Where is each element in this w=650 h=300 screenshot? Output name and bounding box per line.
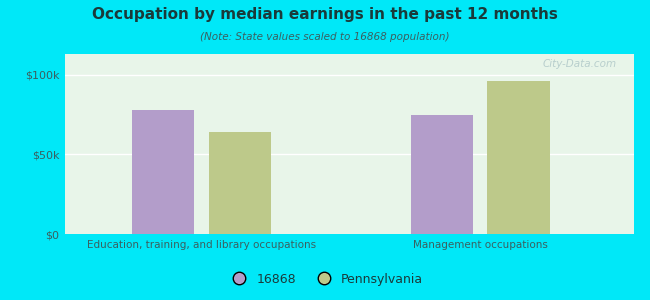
Bar xyxy=(209,132,271,234)
Bar xyxy=(411,115,473,234)
Text: City-Data.com: City-Data.com xyxy=(543,59,617,69)
Legend: 16868, Pennsylvania: 16868, Pennsylvania xyxy=(222,268,428,291)
Text: Occupation by median earnings in the past 12 months: Occupation by median earnings in the pas… xyxy=(92,8,558,22)
Bar xyxy=(488,81,550,234)
Bar xyxy=(132,110,194,234)
Text: (Note: State values scaled to 16868 population): (Note: State values scaled to 16868 popu… xyxy=(200,32,450,41)
